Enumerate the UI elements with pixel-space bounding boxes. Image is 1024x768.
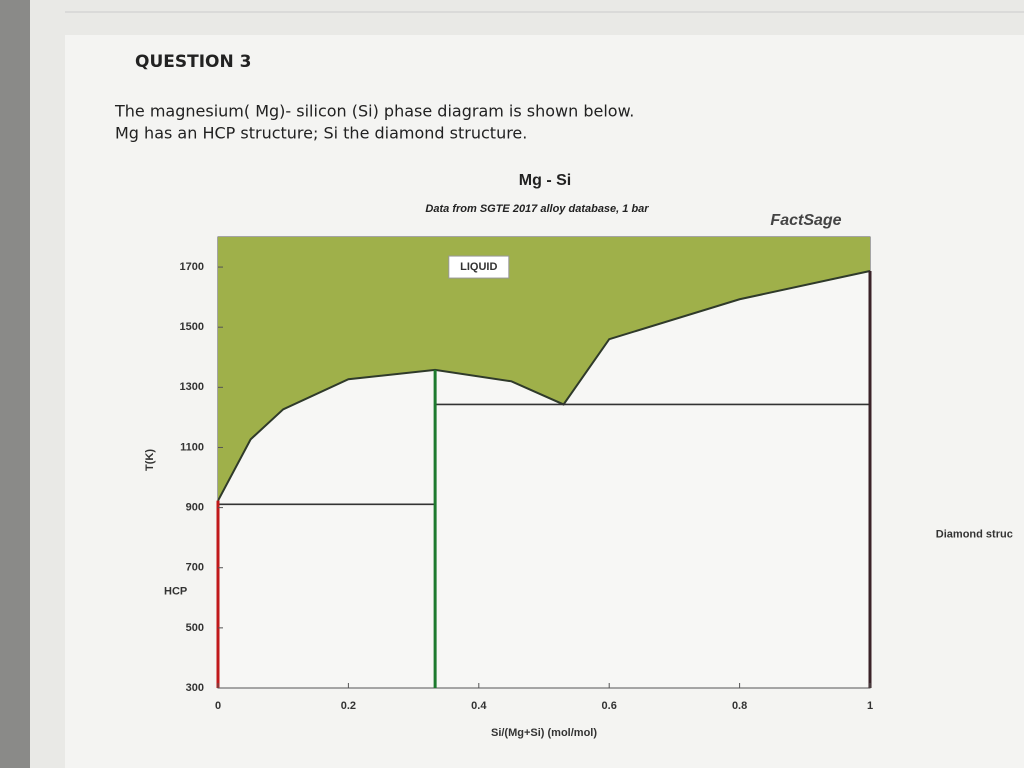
question-text: The magnesium( Mg)- silicon (Si) phase d… (114, 102, 634, 121)
x-tick-label: 0 (215, 700, 221, 712)
brand-label: FactSage (770, 212, 841, 229)
y-tick-label: 1100 (180, 441, 204, 453)
question-heading: QUESTION 3 (135, 52, 251, 72)
label-box (448, 255, 510, 279)
region-label: Diamond struc (936, 529, 1013, 541)
chart-subtitle: Data from SGTE 2017 alloy database, 1 ba… (425, 203, 649, 215)
y-tick-label: 300 (186, 682, 204, 694)
y-tick-label: 500 (186, 622, 204, 634)
x-tick-label: 1 (867, 700, 873, 712)
x-axis-label: Si/(Mg+Si) (mol/mol) (491, 727, 597, 739)
y-tick-label: 1500 (180, 321, 204, 333)
x-tick-label: 0.4 (471, 700, 487, 712)
y-tick-label: 1300 (180, 381, 204, 393)
y-tick-label: 700 (186, 562, 204, 574)
phase-diagram: 0 0.2 0.4 0.6 0.8 130050070090011001300150017… (144, 172, 1013, 739)
y-axis-label: T(K) (144, 449, 156, 471)
x-tick-label: 0.2 (341, 700, 356, 712)
y-tick-label: 900 (186, 502, 204, 514)
y-tick-label: 1700 (180, 261, 204, 273)
x-tick-label: 0.6 (602, 700, 617, 712)
region-label: LIQUID (460, 261, 497, 273)
liquid-region (218, 237, 870, 501)
liquidus-line (217, 269, 871, 502)
question-text: Mg has an HCP structure; Si the diamond … (115, 124, 527, 143)
x-tick-label: 0.8 (732, 700, 747, 712)
region-label: HCP (164, 586, 187, 598)
chart-title: Mg - Si (519, 172, 571, 189)
